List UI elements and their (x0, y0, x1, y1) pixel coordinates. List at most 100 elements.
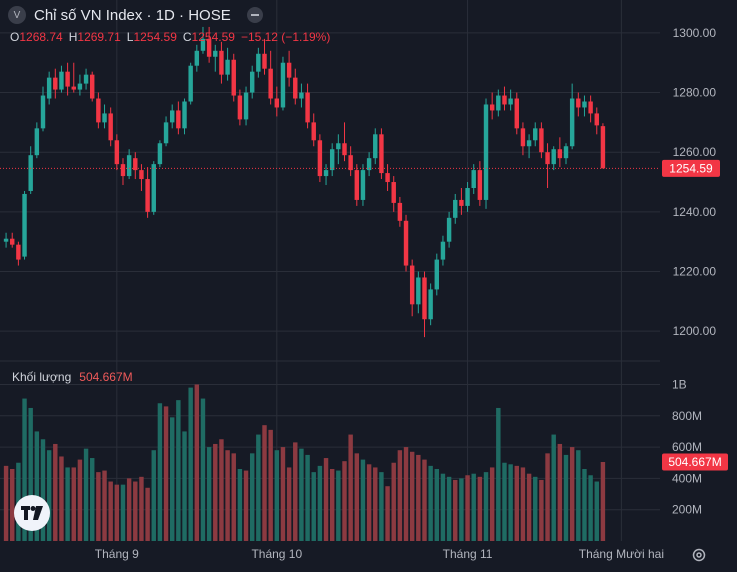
candle-body (90, 74, 95, 99)
last-volume-tag-bg (662, 453, 728, 471)
candle (459, 188, 464, 215)
candle (237, 89, 243, 126)
candle-body (231, 59, 236, 96)
price-tick-label: 1280.00 (673, 86, 717, 100)
volume-bar (323, 458, 329, 541)
candle (526, 134, 532, 159)
grid-lines (0, 0, 660, 541)
candle-body (317, 140, 323, 177)
volume-bar (256, 434, 261, 541)
volume-bar (126, 478, 132, 541)
candle-body (262, 53, 267, 69)
last-volume-label: 504.667M (668, 455, 721, 469)
candle (422, 271, 427, 338)
volume-label[interactable]: Khối lượng (12, 370, 72, 384)
candle (10, 232, 15, 248)
volume-bar (477, 476, 483, 541)
candle-body (366, 158, 372, 171)
candle-body (133, 158, 138, 171)
volume-legend: Khối lượng 504.667M (12, 370, 133, 384)
candle (53, 68, 58, 99)
candle (293, 68, 298, 105)
candle-body (249, 71, 255, 93)
volume-bar (582, 469, 587, 541)
volume-bar (194, 384, 200, 541)
minus-icon[interactable] (246, 7, 263, 23)
last-volume-tag: 504.667M (662, 453, 728, 471)
gear-icon[interactable] (691, 547, 707, 563)
candle-body (243, 92, 249, 120)
time-tick-label: Tháng 10 (251, 547, 302, 561)
candle-body (496, 95, 501, 111)
volume-bar (139, 476, 144, 541)
volume-bar (299, 448, 304, 541)
volume-bar (385, 486, 390, 541)
price-tick-label: 1260.00 (673, 145, 717, 159)
candle-body (108, 113, 113, 141)
change-value: −15.12 (−1.19%) (240, 30, 331, 44)
volume-bar (563, 454, 569, 541)
candle (34, 122, 40, 159)
volume-bar (206, 447, 212, 541)
candle (600, 123, 606, 169)
volume-bar (360, 459, 366, 541)
volume-axis[interactable]: 200M 400M 600M 800M 1B (672, 377, 702, 516)
candle (409, 259, 415, 317)
candle (169, 104, 175, 129)
candle (342, 122, 347, 162)
candle-body (22, 193, 27, 257)
candle (563, 143, 569, 165)
volume-bar (157, 403, 163, 541)
volume-bar (169, 417, 175, 541)
symbol-badge[interactable]: V (8, 6, 26, 24)
candle-body (563, 146, 569, 159)
candle-body (483, 104, 489, 200)
volume-bar (65, 467, 70, 541)
price-axis[interactable]: 1200.00 1220.00 1240.00 1260.00 1280.00 1300.… (673, 26, 717, 338)
candle-body (594, 113, 599, 126)
candle (286, 50, 292, 87)
candle (200, 26, 206, 54)
candle-body (508, 98, 513, 105)
candle-body (10, 238, 15, 245)
candle (539, 122, 544, 159)
candle-body (459, 199, 464, 206)
chart-header: V Chỉ số VN Index · 1D · HOSE (8, 6, 263, 24)
candle-body (46, 77, 52, 99)
volume-bar (416, 454, 421, 541)
candle-body (102, 113, 107, 123)
volume-bar (163, 406, 169, 541)
volume-bar (59, 456, 64, 541)
candle (397, 196, 403, 227)
volume-bar (489, 467, 495, 541)
volume-bar (96, 472, 101, 541)
volume-bar (465, 475, 470, 541)
tradingview-logo-icon[interactable] (14, 495, 50, 531)
candle (65, 62, 70, 96)
candle-body (465, 188, 470, 206)
volume-tick-label: 600M (672, 440, 702, 454)
candle-body (293, 77, 298, 99)
candle-body (28, 155, 33, 191)
candle (114, 134, 120, 171)
chart-title[interactable]: Chỉ số VN Index · 1D · HOSE (34, 6, 231, 24)
candle-body (71, 86, 76, 90)
last-price-tag-bg (662, 159, 720, 177)
candle-body (77, 83, 83, 90)
candle (145, 167, 150, 218)
volume-bar (508, 464, 513, 541)
candle (588, 95, 593, 123)
candle (22, 190, 27, 260)
volume-bar (77, 459, 83, 541)
candle (108, 107, 113, 147)
candle-body (213, 50, 218, 57)
volume-bar (453, 479, 458, 541)
candle (366, 152, 372, 177)
price-tick-label: 1200.00 (673, 324, 717, 338)
candle (582, 95, 587, 117)
volume-bar (329, 469, 335, 541)
volume-bar (348, 434, 353, 541)
candle-body (120, 164, 126, 177)
